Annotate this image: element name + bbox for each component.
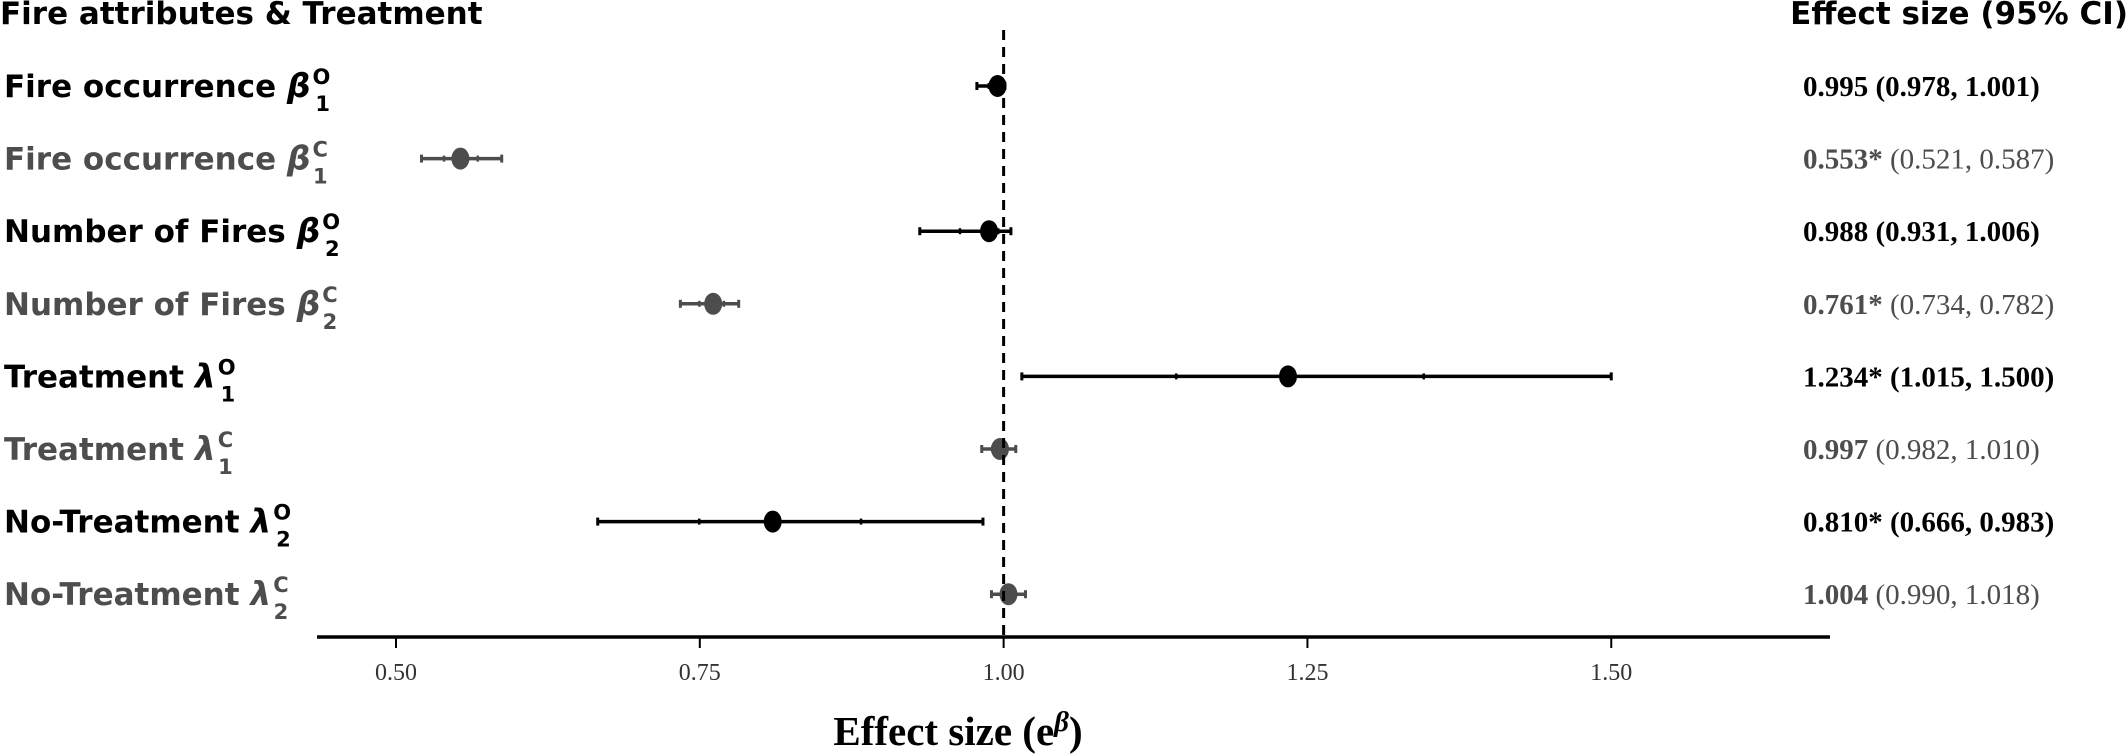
estimate-point xyxy=(980,220,999,243)
effect-size-text: 1.234* (1.015, 1.500) xyxy=(1803,361,2054,393)
effect-size-text: 1.004 (0.990, 1.018) xyxy=(1803,579,2040,611)
right-column-title: Effect size (95% CI) xyxy=(1790,0,2128,32)
estimate-point xyxy=(990,438,1009,460)
row-8: No-Treatment λC 2 1.004 (0.990, 1.018) xyxy=(4,573,2040,624)
x-tick-label: 1.00 xyxy=(983,660,1025,686)
x-axis-ticks: 0.50 0.75 1.00 1.25 1.50 xyxy=(375,637,1632,686)
estimate-point xyxy=(1278,365,1297,388)
estimate-point xyxy=(704,292,723,315)
effect-size-text: 0.761* (0.734, 0.782) xyxy=(1803,289,2054,321)
row-label: Number of Fires βC 2 xyxy=(4,283,338,334)
effect-size-text: 0.553* (0.521, 0.587) xyxy=(1803,144,2054,176)
row-7: No-Treatment λO 2 0.810* (0.666, 0.983) xyxy=(4,501,2054,552)
row-label: Number of Fires βO 2 xyxy=(4,210,340,261)
x-axis-label: Effect size (eβ) xyxy=(833,706,1082,754)
row-4: Number of Fires βC 2 0.761* (0.734, 0.782) xyxy=(4,283,2054,334)
row-label: Fire occurrence βO 1 xyxy=(4,65,330,116)
row-label: Fire occurrence βC 1 xyxy=(4,138,328,189)
row-2: Fire occurrence βC 1 0.553* (0.521, 0.587) xyxy=(4,138,2054,189)
effect-size-text: 0.995 (0.978, 1.001) xyxy=(1803,71,2040,103)
row-1: Fire occurrence βO 1 0.995 (0.978, 1.001) xyxy=(4,65,2040,116)
effect-size-text: 0.988 (0.931, 1.006) xyxy=(1803,216,2040,248)
x-tick-label: 0.50 xyxy=(375,660,417,686)
row-6: Treatment λC 1 0.997 (0.982, 1.010) xyxy=(4,428,2040,479)
estimate-point xyxy=(763,510,782,533)
estimate-point xyxy=(451,147,470,170)
row-3: Number of Fires βO 2 0.988 (0.931, 1.006) xyxy=(4,210,2040,261)
x-tick-label: 1.50 xyxy=(1590,660,1632,686)
row-label: No-Treatment λO 2 xyxy=(4,501,291,552)
effect-size-text: 0.997 (0.982, 1.010) xyxy=(1803,434,2040,466)
estimate-point xyxy=(988,75,1007,97)
row-label: No-Treatment λC 2 xyxy=(4,573,289,624)
x-tick-label: 0.75 xyxy=(679,660,721,686)
left-column-title: Fire attributes & Treatment xyxy=(0,0,483,32)
effect-size-text: 0.810* (0.666, 0.983) xyxy=(1803,507,2054,539)
x-tick-label: 1.25 xyxy=(1286,660,1328,686)
row-label: Treatment λO 1 xyxy=(4,355,236,406)
row-5: Treatment λO 1 1.234* (1.015, 1.500) xyxy=(4,355,2054,406)
row-label: Treatment λC 1 xyxy=(4,428,233,479)
rows-layer: Fire occurrence βO 10.995 (0.978, 1.001)F… xyxy=(4,65,2054,624)
